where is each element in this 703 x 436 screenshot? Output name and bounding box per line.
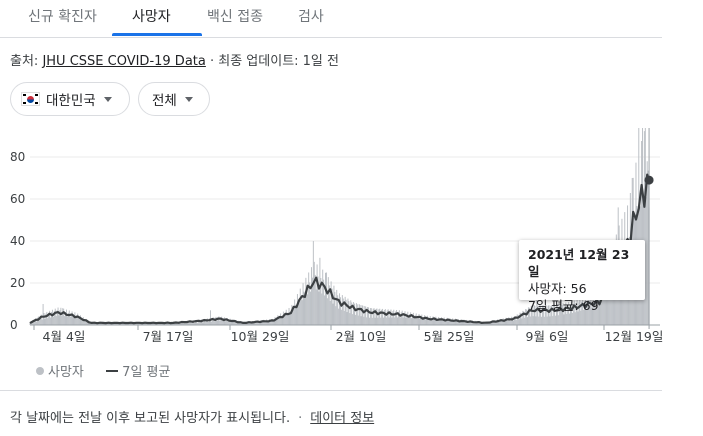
y-tick-label: 40 [10, 234, 25, 248]
footer-note: 각 날짜에는 전날 이후 보고된 사망자가 표시됩니다. [10, 411, 291, 426]
seven-day-average-line [29, 173, 651, 325]
divider [0, 390, 662, 391]
highlight-point [644, 175, 654, 185]
scope-label: 전체 [152, 93, 177, 109]
scope-dropdown[interactable]: 전체 [138, 82, 210, 116]
y-tick-label: 80 [10, 150, 25, 164]
region-label: 대한민국 [46, 93, 96, 109]
source-prefix: 출처: [10, 54, 43, 69]
data-info-link[interactable]: 데이터 정보 [310, 411, 375, 426]
y-tick-label: 60 [10, 192, 25, 206]
chart-legend: 사망자 7일 평균 [36, 361, 170, 380]
x-tick-label: 12월 19일 [605, 329, 664, 344]
caret-down-icon [184, 96, 193, 102]
line-legend-icon [106, 370, 119, 372]
active-tab-indicator [112, 33, 202, 36]
tab-deaths[interactable]: 사망자 [132, 9, 171, 25]
legend-average: 7일 평균 [122, 365, 171, 380]
legend-deaths: 사망자 [48, 365, 84, 380]
y-tick-label: 0 [10, 318, 18, 332]
tooltip-deaths: 사망자: 56 [528, 281, 587, 296]
footer: 각 날짜에는 전날 이후 보고된 사망자가 표시됩니다. · 데이터 정보 [10, 407, 374, 426]
x-tick-label: 4월 4일 [43, 329, 86, 344]
tab-new-cases[interactable]: 신규 확진자 [28, 9, 97, 25]
y-tick-label: 20 [10, 276, 25, 290]
caret-down-icon [103, 96, 112, 102]
separator-dot: · [298, 411, 303, 426]
x-tick-label: 2월 10일 [336, 329, 387, 344]
tab-vaccinations[interactable]: 백신 접종 [207, 9, 263, 25]
tab-tests[interactable]: 검사 [298, 9, 324, 25]
tooltip-average: 7일 평균: 69 [528, 298, 599, 313]
data-source: 출처: JHU CSSE COVID-19 Data · 최종 업데이트: 1일… [10, 50, 339, 69]
x-tick-label: 10월 29일 [231, 329, 290, 344]
region-dropdown[interactable]: 대한민국 [10, 82, 130, 116]
tab-bar: 신규 확진자 사망자 백신 접종 검사 [0, 0, 662, 38]
bars-legend-icon [36, 367, 44, 375]
chart-tooltip: 2021년 12월 23일 사망자: 56 7일 평균: 69 [519, 240, 645, 313]
x-tick-label: 9월 6일 [526, 329, 569, 344]
tooltip-date: 2021년 12월 23일 [528, 247, 630, 279]
x-tick-label: 5월 25일 [424, 329, 475, 344]
x-tick-label: 7월 17일 [143, 329, 194, 344]
source-link[interactable]: JHU CSSE COVID-19 Data [42, 54, 206, 69]
update-info: · 최종 업데이트: 1일 전 [205, 54, 339, 69]
south-korea-flag-icon [21, 92, 40, 106]
